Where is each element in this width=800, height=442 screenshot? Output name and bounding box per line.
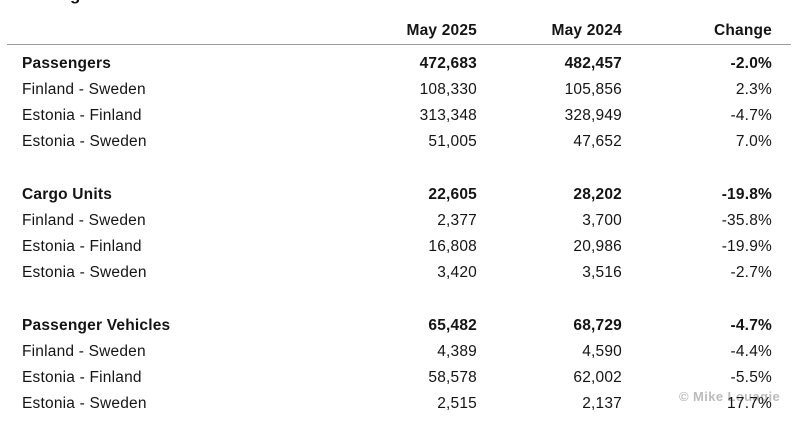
cell-may-2025: 472,683 — [419, 55, 477, 72]
column-header-change: Change — [713, 22, 772, 39]
table-row: Estonia - Sweden 2,515 2,137 17.7% — [0, 391, 800, 417]
cell-may-2024: 68,729 — [573, 317, 622, 334]
row-label: Passengers — [22, 55, 112, 72]
row-label: Estonia - Sweden — [22, 133, 147, 150]
table-row: Finland - Sweden 108,330 105,856 2.3% — [0, 77, 800, 103]
cell-change: -2.7% — [730, 264, 772, 281]
group-passengers: Passengers 472,683 482,457 -2.0% Finland… — [0, 51, 800, 155]
cell-change: 17.7% — [727, 395, 772, 412]
cell-may-2024: 47,652 — [573, 133, 622, 150]
cell-may-2025: 16,808 — [428, 238, 477, 255]
row-label: Estonia - Sweden — [22, 264, 147, 281]
table-row: Estonia - Finland 16,808 20,986 -19.9% — [0, 234, 800, 260]
cell-may-2025: 22,605 — [428, 186, 477, 203]
cell-change: -4.7% — [730, 317, 772, 334]
table-row: Estonia - Finland 58,578 62,002 -5.5% — [0, 365, 800, 391]
row-label: Cargo Units — [22, 186, 113, 203]
row-label: Estonia - Sweden — [22, 395, 147, 412]
cell-change: -5.5% — [730, 369, 772, 386]
table-row: Estonia - Sweden 51,005 47,652 7.0% — [0, 129, 800, 155]
cell-change: 2.3% — [735, 81, 772, 98]
cell-may-2025: 108,330 — [419, 81, 477, 98]
table-row: Finland - Sweden 4,389 4,590 -4.4% — [0, 339, 800, 365]
cell-change: -4.7% — [730, 107, 772, 124]
cell-may-2025: 2,515 — [437, 395, 477, 412]
table-row: Estonia - Finland 313,348 328,949 -4.7% — [0, 103, 800, 129]
row-label: Finland - Sweden — [22, 212, 146, 229]
cell-may-2024: 4,590 — [582, 343, 622, 360]
table-header-row: May 2025 May 2024 Change — [0, 0, 800, 44]
cell-may-2024: 3,700 — [582, 212, 622, 229]
traffic-stats-table: May 2025 May 2024 Change Passengers 472,… — [0, 0, 800, 417]
header-divider-line — [7, 44, 791, 45]
cell-change: -19.9% — [721, 238, 772, 255]
cell-may-2025: 3,420 — [437, 264, 477, 281]
cell-may-2025: 58,578 — [428, 369, 477, 386]
cell-change: -35.8% — [721, 212, 772, 229]
table-row: Finland - Sweden 2,377 3,700 -35.8% — [0, 208, 800, 234]
cell-may-2024: 20,986 — [573, 238, 622, 255]
cell-may-2025: 51,005 — [428, 133, 477, 150]
cell-may-2024: 482,457 — [564, 55, 622, 72]
row-label: Passenger Vehicles — [22, 317, 171, 334]
cell-change: 7.0% — [735, 133, 772, 150]
table-row: Passengers 472,683 482,457 -2.0% — [0, 51, 800, 77]
row-label: Estonia - Finland — [22, 369, 142, 386]
group-cargo-units: Cargo Units 22,605 28,202 -19.8% Finland… — [0, 182, 800, 286]
cell-may-2024: 328,949 — [564, 107, 622, 124]
cell-change: -4.4% — [730, 343, 772, 360]
cropped-title-fragment: g — [70, 0, 80, 3]
row-label: Finland - Sweden — [22, 343, 146, 360]
cell-may-2025: 4,389 — [437, 343, 477, 360]
cell-change: -2.0% — [730, 55, 772, 72]
cell-may-2024: 28,202 — [573, 186, 622, 203]
table-row: Cargo Units 22,605 28,202 -19.8% — [0, 182, 800, 208]
watermark-credit: © Mike Louagie — [679, 389, 781, 404]
cell-may-2024: 2,137 — [582, 395, 622, 412]
column-header-may-2024: May 2024 — [551, 22, 622, 39]
column-header-may-2025: May 2025 — [406, 22, 477, 39]
cell-may-2025: 313,348 — [419, 107, 477, 124]
cell-may-2024: 105,856 — [564, 81, 622, 98]
table-row: Estonia - Sweden 3,420 3,516 -2.7% — [0, 260, 800, 286]
row-label: Estonia - Finland — [22, 107, 142, 124]
cell-may-2025: 2,377 — [437, 212, 477, 229]
cell-may-2024: 62,002 — [573, 369, 622, 386]
group-passenger-vehicles: Passenger Vehicles 65,482 68,729 -4.7% F… — [0, 313, 800, 417]
cell-may-2025: 65,482 — [428, 317, 477, 334]
cell-change: -19.8% — [721, 186, 772, 203]
row-label: Finland - Sweden — [22, 81, 146, 98]
cell-may-2024: 3,516 — [582, 264, 622, 281]
table-row: Passenger Vehicles 65,482 68,729 -4.7% — [0, 313, 800, 339]
row-label: Estonia - Finland — [22, 238, 142, 255]
